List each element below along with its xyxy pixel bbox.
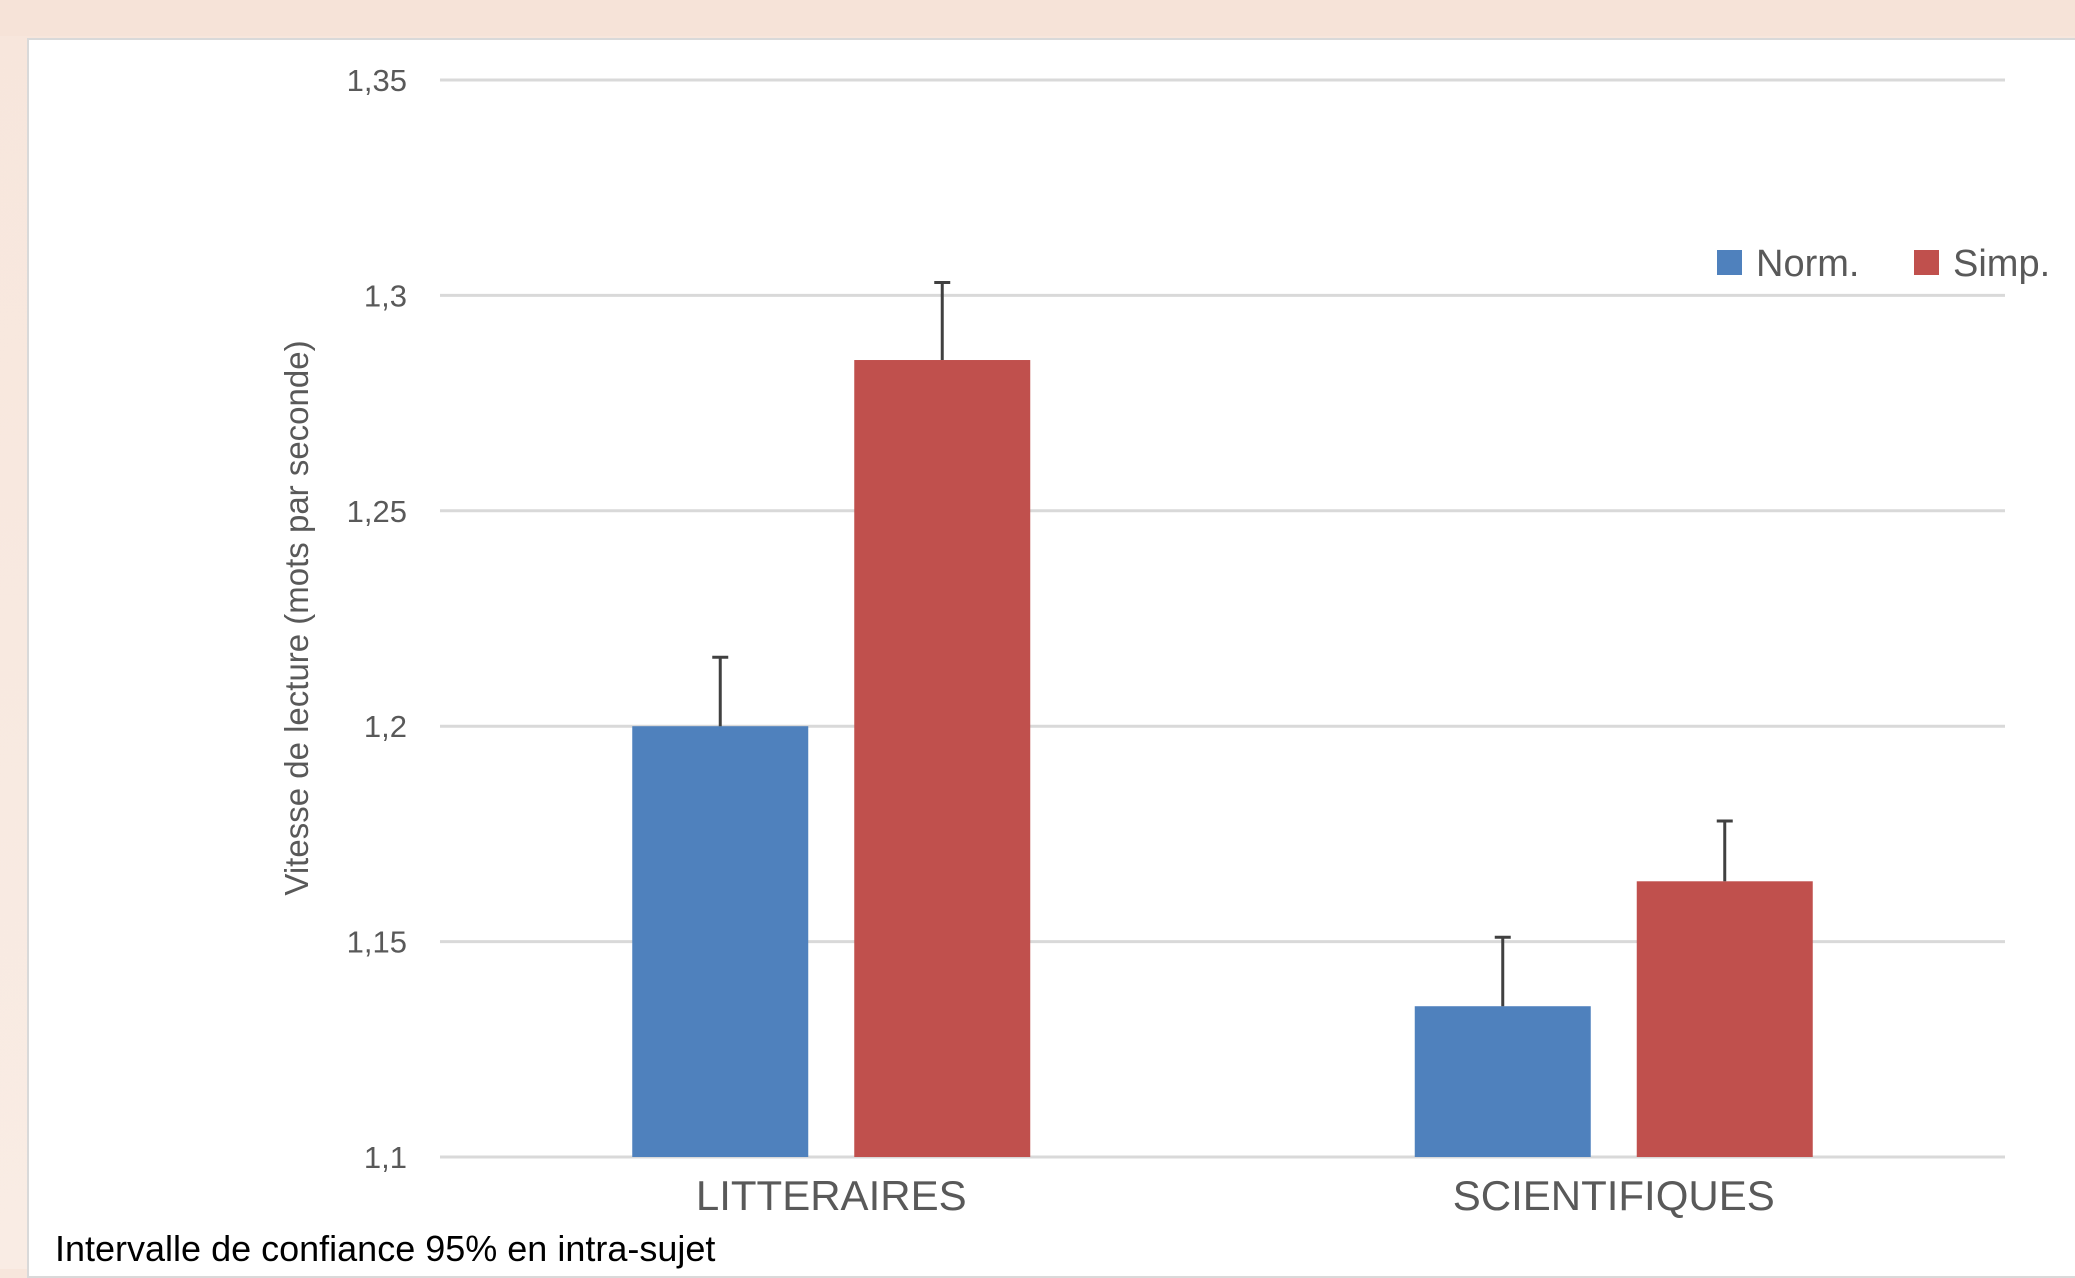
category-label: LITTERAIRES [696,1172,967,1219]
y-tick-label: 1,15 [347,925,407,960]
y-tick-label: 1,3 [364,278,407,313]
bar [1636,881,1813,1157]
category-label: SCIENTIFIQUES [1453,1172,1775,1219]
legend-label: Simp. [1953,243,2050,285]
bars [632,360,1813,1157]
background-strip [0,0,2075,36]
legend-label: Norm. [1756,243,1859,285]
legend-swatch [1914,250,1939,275]
y-tick-labels: 1,1 1,15 1,2 1,25 1,3 1,35 [347,63,407,1175]
category-labels: LITTERAIRES SCIENTIFIQUES [696,1172,1775,1219]
y-axis-title: Vitesse de lecture (mots par seconde) [278,340,315,895]
y-tick-label: 1,35 [347,63,407,98]
bar [1414,1006,1591,1157]
bar [632,726,809,1157]
legend-swatch [1717,250,1742,275]
y-tick-label: 1,25 [347,494,407,529]
bar [854,360,1031,1157]
footnote: Intervalle de confiance 95% en intra-suj… [55,1228,716,1269]
y-tick-label: 1,2 [364,709,407,744]
y-tick-label: 1,1 [364,1140,407,1175]
error-bars [712,280,1733,1007]
legend: Norm. Simp. [1717,243,2050,285]
